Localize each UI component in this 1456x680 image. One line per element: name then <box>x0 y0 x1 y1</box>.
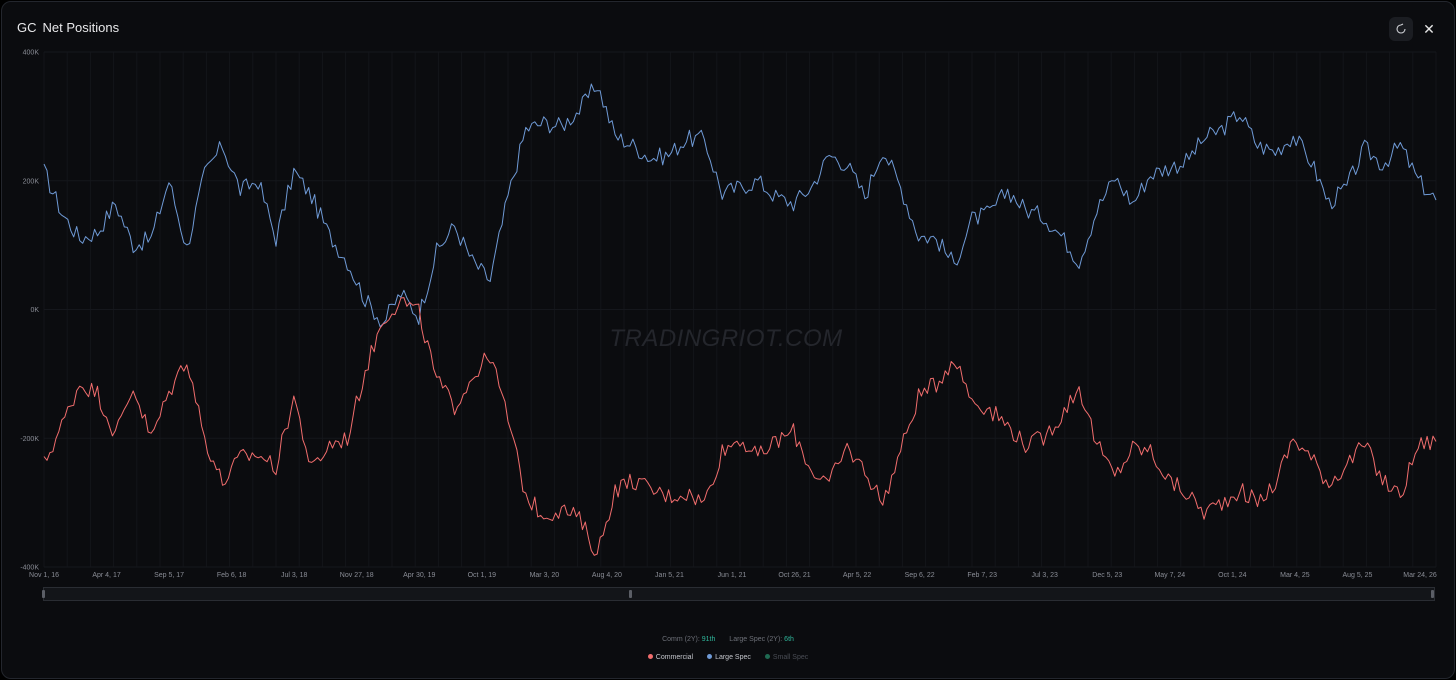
legend-dot-large-spec <box>707 653 713 659</box>
x-tick-label: Apr 5, 22 <box>843 572 872 579</box>
x-tick-label: May 7, 24 <box>1154 572 1185 579</box>
x-tick-label: Feb 6, 18 <box>217 572 247 579</box>
y-tick-label: 200K <box>23 178 40 185</box>
refresh-button[interactable] <box>1389 17 1413 41</box>
series-line-commercial <box>43 297 1437 556</box>
x-tick-label: Oct 26, 21 <box>778 572 810 579</box>
x-tick-label: Apr 30, 19 <box>403 572 435 579</box>
symbol-label: GC <box>17 20 37 35</box>
legend-dot-small-spec <box>764 653 770 659</box>
x-tick-label: Mar 4, 25 <box>1280 572 1310 579</box>
x-tick-label: Oct 1, 19 <box>468 572 497 579</box>
x-tick-label: Sep 6, 22 <box>905 572 935 579</box>
x-tick-label: Sep 5, 17 <box>154 572 184 579</box>
percentile-stats: Comm (2Y): 91th Large Spec (2Y): 6th <box>0 636 1456 643</box>
close-button[interactable]: ✕ <box>1417 17 1441 41</box>
comm-stat-value: 91th <box>701 636 716 643</box>
comm-stat-label: Comm (2Y): <box>662 636 700 643</box>
x-tick-label: Oct 1, 24 <box>1218 572 1247 579</box>
chart-header: GC Net Positions <box>17 20 119 35</box>
x-tick-label: Aug 5, 25 <box>1342 572 1372 579</box>
large-spec-stat-value: 6th <box>784 636 794 643</box>
x-tick-label: Nov 27, 18 <box>340 572 374 579</box>
x-tick-label: Jan 5, 21 <box>655 572 684 579</box>
range-navigator[interactable] <box>42 587 1435 601</box>
page-title: Net Positions <box>42 20 120 35</box>
x-tick-label: Jul 3, 18 <box>281 572 308 579</box>
legend-item-large-spec[interactable]: Large Spec <box>707 653 751 661</box>
legend-label: Commercial <box>655 654 694 661</box>
legend-item-small-spec[interactable]: Small Spec <box>764 653 809 661</box>
x-tick-label: Apr 4, 17 <box>92 572 121 579</box>
y-tick-label: 400K <box>23 50 40 57</box>
navigator-handle-left[interactable] <box>42 590 45 598</box>
x-tick-label: Mar 3, 20 <box>530 572 560 579</box>
legend-label: Small Spec <box>772 654 809 661</box>
legend-item-commercial[interactable]: Commercial <box>647 653 694 661</box>
close-icon: ✕ <box>1423 20 1435 37</box>
y-tick-label: -400K <box>20 565 39 572</box>
legend-dot-commercial <box>647 653 653 659</box>
series-line-large-spec <box>43 83 1437 328</box>
large-spec-stat-label: Large Spec (2Y): <box>729 636 783 643</box>
x-tick-label: Jun 1, 21 <box>718 572 747 579</box>
x-tick-label: Dec 5, 23 <box>1092 572 1122 579</box>
y-tick-label: -200K <box>20 436 39 443</box>
x-tick-label: Nov 1, 16 <box>29 572 59 579</box>
x-tick-label: Mar 24, 26 <box>1403 572 1437 579</box>
navigator-handle-middle[interactable] <box>629 590 632 598</box>
x-tick-label: Feb 7, 23 <box>967 572 997 579</box>
x-tick-label: Jul 3, 23 <box>1031 572 1058 579</box>
x-tick-label: Aug 4, 20 <box>592 572 622 579</box>
refresh-icon <box>1396 23 1406 34</box>
legend-label: Large Spec <box>715 654 751 661</box>
y-tick-label: 0K <box>30 307 39 314</box>
watermark: TRADINGRIOT.COM <box>609 325 842 352</box>
navigator-handle-right[interactable] <box>1431 590 1434 598</box>
chart-legend: Commercial Large Spec Small Spec <box>0 653 1456 661</box>
